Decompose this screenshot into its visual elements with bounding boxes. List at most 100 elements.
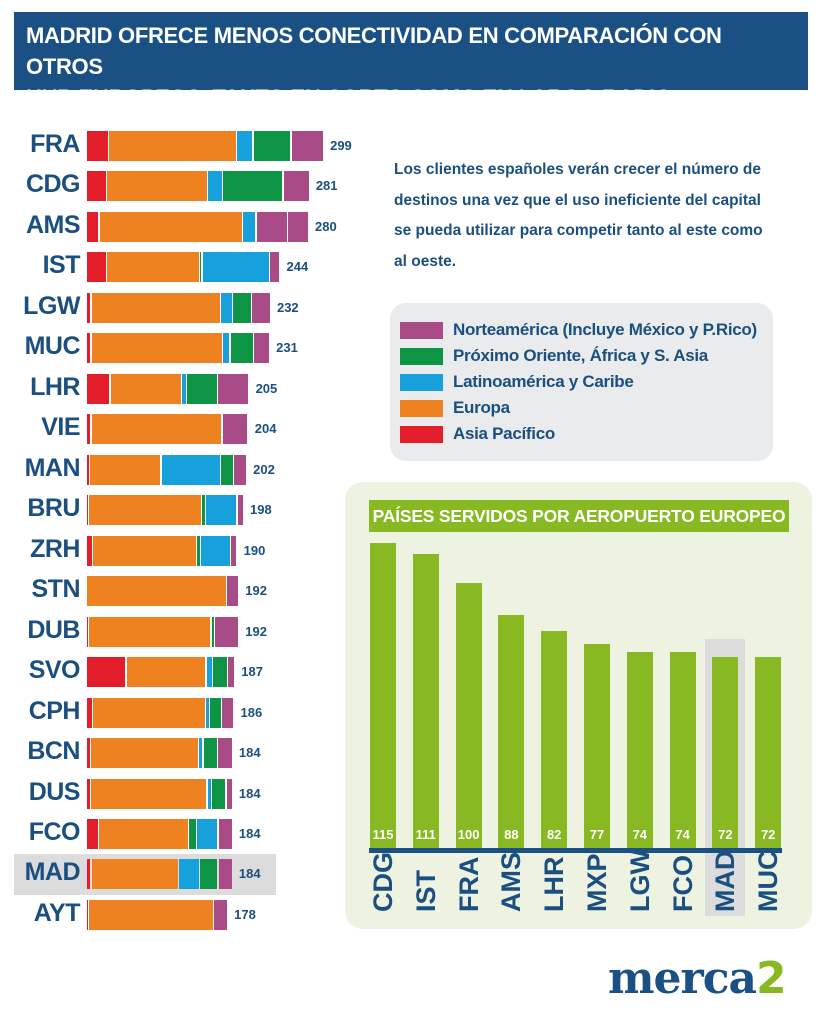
total-label: 204	[254, 421, 277, 437]
legend: Norteamérica (Incluye México y P.Rico) Pr…	[390, 303, 773, 461]
title-line-1: MADRID OFRECE MENOS CONECTIVIDAD EN COMP…	[26, 23, 722, 79]
airport-label: DUS	[28, 777, 81, 806]
bar-segment-na	[237, 495, 243, 526]
total-label: 232	[276, 299, 299, 315]
legend-label: Europa	[453, 398, 510, 417]
bar-segment-na	[231, 535, 237, 566]
airport-label: SVO	[28, 656, 81, 685]
bar-segment-eu	[91, 292, 220, 323]
bar-segment-po	[201, 495, 205, 526]
bar-segment-la	[205, 697, 209, 728]
chart-baseline	[369, 848, 782, 853]
note-text: Los clientes españoles verán crecer el n…	[394, 161, 763, 270]
bar-segment-ap	[87, 414, 91, 445]
bar-segment-la	[221, 292, 232, 323]
bar-segment-la	[223, 333, 230, 364]
bar-segment-po	[230, 333, 254, 364]
bar-segment-na	[234, 454, 246, 485]
legend-label: Norteamérica (Incluye México y P.Rico)	[453, 320, 757, 339]
bar-segment-eu	[93, 535, 196, 566]
airport-label: IST	[42, 251, 81, 280]
total-label: 281	[315, 178, 338, 194]
bar-segment-po	[203, 738, 217, 769]
bar-segment-na	[217, 738, 232, 769]
bar-segment-po	[223, 171, 283, 202]
category-label: MXP	[582, 853, 612, 912]
bar-segment-eu	[109, 131, 236, 161]
legend-item-na: Norteamérica (Incluye México y P.Rico)	[400, 317, 763, 343]
bar-segment-la	[201, 535, 231, 566]
category-label: FCO	[667, 855, 698, 912]
airport-label: STN	[31, 575, 81, 604]
legend-label: Próximo Oriente, África y S. Asia	[453, 346, 708, 365]
countries-chart-title: PAÍSES SERVIDOS POR AEROPUERTO EUROPEO	[369, 500, 789, 532]
bar-segment-na	[221, 697, 234, 728]
bar-segment-la	[207, 778, 211, 809]
total-label: 244	[286, 259, 309, 275]
airport-label: MUC	[24, 332, 81, 361]
bar-segment-na	[291, 131, 323, 161]
airport-label: LGW	[23, 291, 80, 320]
total-label: 192	[245, 623, 267, 639]
total-label: 187	[241, 664, 263, 680]
bar-segment-na	[218, 818, 232, 849]
legend-item-ap: Asia Pacífico	[400, 421, 763, 447]
title-line-2: HUB EUROPEOS, TANTO EN CORTO COMO EN LAR…	[26, 85, 678, 110]
bar-segment-po	[213, 657, 227, 688]
country-bar	[370, 543, 396, 848]
category-label: LGW	[624, 849, 655, 912]
bar-segment-eu	[106, 252, 200, 283]
legend-swatch	[400, 399, 443, 417]
bar-segment-po	[189, 818, 196, 849]
country-bar	[669, 651, 696, 848]
bar-segment-na	[227, 576, 238, 607]
legend-swatch	[400, 425, 443, 443]
category-label: MAD	[710, 850, 741, 913]
bar-segment-ap	[87, 778, 90, 809]
bar-segment-ap	[87, 535, 93, 566]
bar-segment-ap	[87, 131, 108, 161]
bar-segment-na	[222, 414, 248, 445]
bar-segment-ap	[87, 738, 90, 769]
bar-segment-na	[228, 657, 234, 688]
airport-label: DUB	[27, 615, 80, 644]
airport-label: BCN	[27, 737, 80, 766]
bar-segment-la	[178, 859, 200, 890]
bar-segment-po	[212, 778, 226, 809]
total-label: 186	[240, 704, 263, 720]
logo-text: merca	[608, 953, 757, 1004]
bar-segment-na	[256, 211, 288, 242]
bar-segment-ap	[87, 495, 89, 526]
bar-segment-ap	[87, 292, 91, 323]
airport-label: VIE	[41, 413, 80, 442]
bar-segment-ap	[87, 859, 91, 890]
legend-item-eu: Europa	[400, 395, 763, 421]
bar-segment-ap	[87, 333, 91, 364]
bar-segment-ap	[87, 616, 89, 647]
bar-segment-eu	[91, 414, 222, 445]
airport-label: MAN	[24, 453, 81, 482]
bar-segment-eu	[90, 738, 198, 769]
bar-segment-ap	[87, 454, 89, 485]
airport-label: ZRH	[30, 534, 80, 563]
total-label: 205	[255, 380, 278, 396]
total-label: 299	[330, 138, 352, 153]
bar-segment-po	[186, 373, 217, 404]
merca2-logo: merca2	[608, 953, 787, 1004]
bar-segment-la	[202, 252, 269, 283]
total-label: 190	[243, 542, 266, 558]
bar-segment-ap	[87, 252, 106, 283]
airport-label: FCO	[28, 817, 81, 846]
category-label: IST	[410, 869, 441, 912]
logo-accent: 2	[756, 953, 787, 1004]
bar-segment-po	[197, 535, 200, 566]
total-label: 184	[238, 866, 261, 882]
bar-segment-eu	[89, 495, 201, 526]
bar-segment-na	[251, 292, 270, 323]
category-label: MUC	[753, 850, 784, 913]
bar-segment-la	[182, 373, 186, 404]
legend-item-po: Próximo Oriente, África y S. Asia	[400, 343, 763, 369]
total-label: 202	[253, 461, 275, 477]
bar-value-label: 111	[415, 827, 436, 842]
bar-value-label: 72	[760, 827, 776, 842]
